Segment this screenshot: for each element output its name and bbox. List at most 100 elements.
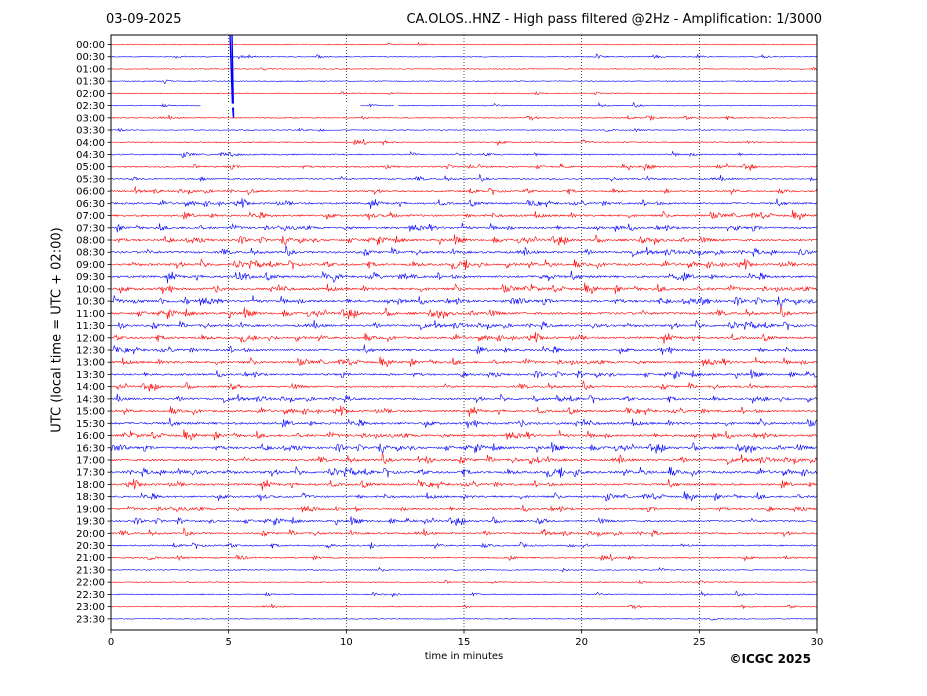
trace-0400: [110, 138, 818, 146]
y-tick-label: 20:30: [76, 541, 105, 552]
trace-0730: [110, 222, 818, 233]
trace-0900: [110, 258, 818, 270]
trace-0200: [110, 90, 818, 96]
y-tick-label: 22:00: [76, 578, 105, 589]
y-tick-label: 21:30: [76, 565, 105, 576]
y-tick-label: 02:00: [76, 89, 105, 100]
y-tick-label: 19:00: [76, 504, 105, 515]
trace-2300: [110, 603, 818, 610]
x-tick-label: 0: [108, 637, 114, 648]
trace-1830: [110, 491, 818, 502]
trace-0830: [110, 245, 818, 258]
y-tick-label: 08:00: [76, 236, 105, 247]
y-tick-label: 05:30: [76, 174, 105, 185]
x-axis-label: time in minutes: [424, 651, 504, 662]
trace-2200: [110, 579, 818, 584]
trace-0630: [110, 198, 818, 209]
y-tick-label: 17:30: [76, 468, 105, 479]
trace-0000: [110, 41, 818, 46]
y-tick-label: 20:00: [76, 529, 105, 540]
y-tick-label: 04:30: [76, 150, 105, 161]
y-tick-label: 23:00: [76, 602, 105, 613]
y-tick-label: 16:30: [76, 443, 105, 454]
y-tick-label: 21:00: [76, 553, 105, 564]
y-tick-label: 09:30: [76, 272, 105, 283]
data-gap: [200, 103, 361, 108]
y-tick-label: 15:30: [76, 419, 105, 430]
trace-0500: [110, 162, 818, 172]
y-tick-label: 22:30: [76, 590, 105, 601]
trace-1000: [110, 282, 818, 295]
trace-0430: [110, 151, 818, 159]
trace-0800: [110, 234, 818, 246]
trace-0600: [110, 185, 818, 196]
trace-1730: [110, 465, 818, 478]
y-tick-label: 10:00: [76, 284, 105, 295]
x-tick-label: 30: [811, 637, 824, 648]
data-gap: [393, 103, 399, 108]
trace-1930: [110, 516, 818, 526]
trace-2230: [110, 590, 818, 598]
chart-title: CA.OLOS..HNZ - High pass filtered @2Hz -…: [406, 12, 822, 27]
x-tick-label: 25: [693, 637, 706, 648]
y-tick-label: 07:30: [76, 223, 105, 234]
trace-1700: [110, 452, 818, 466]
y-tick-label: 19:30: [76, 517, 105, 528]
trace-0530: [110, 173, 818, 182]
y-tick-label: 11:00: [76, 309, 105, 320]
y-tick-label: 06:00: [76, 187, 105, 198]
trace-1200: [110, 332, 818, 344]
trace-1130: [110, 319, 818, 331]
y-tick-label: 11:30: [76, 321, 105, 332]
trace-2100: [110, 553, 818, 562]
trace-2000: [110, 527, 818, 538]
trace-1600: [110, 429, 818, 442]
y-tick-label: 18:00: [76, 480, 105, 491]
trace-1400: [110, 380, 818, 392]
y-tick-label: 12:30: [76, 346, 105, 357]
y-tick-label: 14:30: [76, 394, 105, 405]
trace-1900: [110, 504, 818, 513]
y-tick-label: 09:00: [76, 260, 105, 271]
x-tick-label: 20: [575, 637, 588, 648]
y-tick-label: 23:30: [76, 614, 105, 625]
y-tick-label: 17:00: [76, 455, 105, 466]
trace-1030: [110, 295, 818, 308]
y-tick-label: 04:00: [76, 138, 105, 149]
trace-1530: [110, 417, 818, 429]
trace-0930: [110, 270, 818, 284]
y-tick-label: 00:30: [76, 52, 105, 63]
y-tick-label: 18:30: [76, 492, 105, 503]
trace-1800: [110, 478, 818, 491]
y-tick-label: 00:00: [76, 40, 105, 51]
y-tick-label: 06:30: [76, 199, 105, 210]
y-tick-label: 08:30: [76, 248, 105, 259]
x-tick-label: 5: [225, 637, 231, 648]
trace-2130: [110, 566, 818, 573]
trace-0330: [110, 127, 818, 133]
x-tick-label: 15: [458, 637, 471, 648]
y-tick-label: 14:00: [76, 382, 105, 393]
trace-0700: [110, 210, 818, 221]
y-tick-label: 01:30: [76, 77, 105, 88]
trace-1300: [110, 356, 818, 368]
y-tick-label: 03:00: [76, 113, 105, 124]
y-tick-label: 07:00: [76, 211, 105, 222]
y-tick-label: 02:30: [76, 101, 105, 112]
y-tick-label: 16:00: [76, 431, 105, 442]
y-tick-label: 01:00: [76, 64, 105, 75]
trace-0130: [110, 79, 817, 85]
y-tick-label: 12:00: [76, 333, 105, 344]
copyright-notice: ©ICGC 2025: [729, 652, 811, 666]
y-tick-label: 13:00: [76, 358, 105, 369]
trace-1430: [110, 393, 818, 404]
trace-0300: [110, 114, 818, 121]
y-tick-label: 10:30: [76, 297, 105, 308]
trace-1500: [110, 405, 818, 417]
x-tick-label: 10: [340, 637, 353, 648]
trace-1100: [110, 306, 818, 320]
y-tick-label: 15:00: [76, 407, 105, 418]
trace-1630: [110, 441, 818, 454]
y-tick-label: 03:30: [76, 126, 105, 137]
